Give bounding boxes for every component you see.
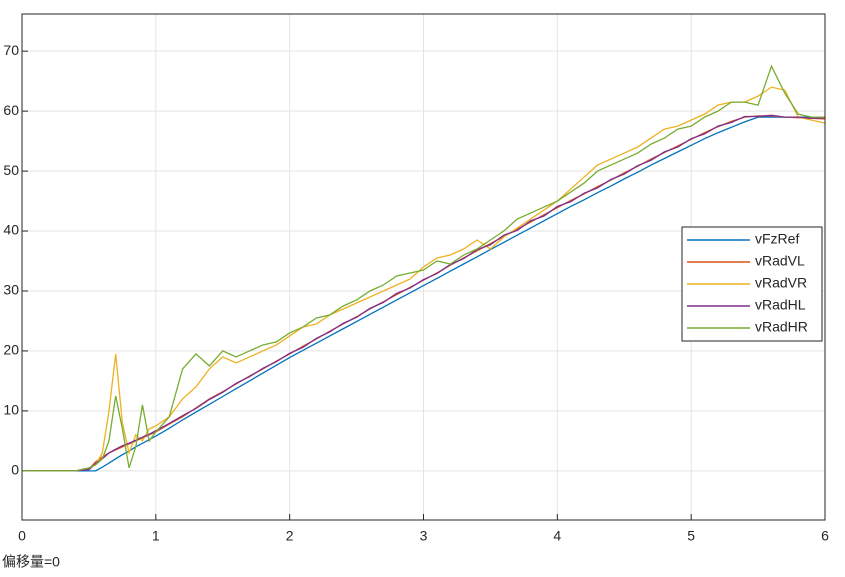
legend-label: vRadVL	[755, 253, 805, 269]
y-tick-label: 30	[3, 282, 19, 298]
annotation: 偏移量=0	[2, 554, 60, 570]
x-tick-label: 4	[553, 528, 561, 544]
y-tick-label: 20	[3, 342, 19, 358]
series-line	[22, 64, 825, 472]
legend-label: vFzRef	[755, 231, 799, 247]
x-tick-label: 6	[821, 528, 829, 544]
x-tick-label: 0	[18, 528, 26, 544]
y-tick-label: 10	[3, 402, 19, 418]
series-line	[22, 86, 826, 472]
legend: vFzRef vRadVL vRadVR vRadHL vRadHR	[681, 226, 823, 342]
y-tick-label: 70	[3, 42, 19, 58]
series-line	[22, 114, 826, 472]
y-tick-label: 0	[11, 462, 19, 478]
legend-label: vRadHL	[755, 297, 806, 313]
y-tick-label: 50	[3, 162, 19, 178]
x-tick-label: 3	[420, 528, 428, 544]
x-tick-label: 2	[286, 528, 294, 544]
series-line	[22, 116, 825, 472]
y-tick-label: 40	[3, 222, 19, 238]
x-tick-label: 5	[687, 528, 695, 544]
x-tick-label: 1	[152, 528, 160, 544]
axes-box	[21, 13, 826, 521]
legend-label: vRadHR	[755, 319, 808, 335]
y-tick-label: 60	[3, 102, 19, 118]
legend-label: vRadVR	[755, 275, 807, 291]
